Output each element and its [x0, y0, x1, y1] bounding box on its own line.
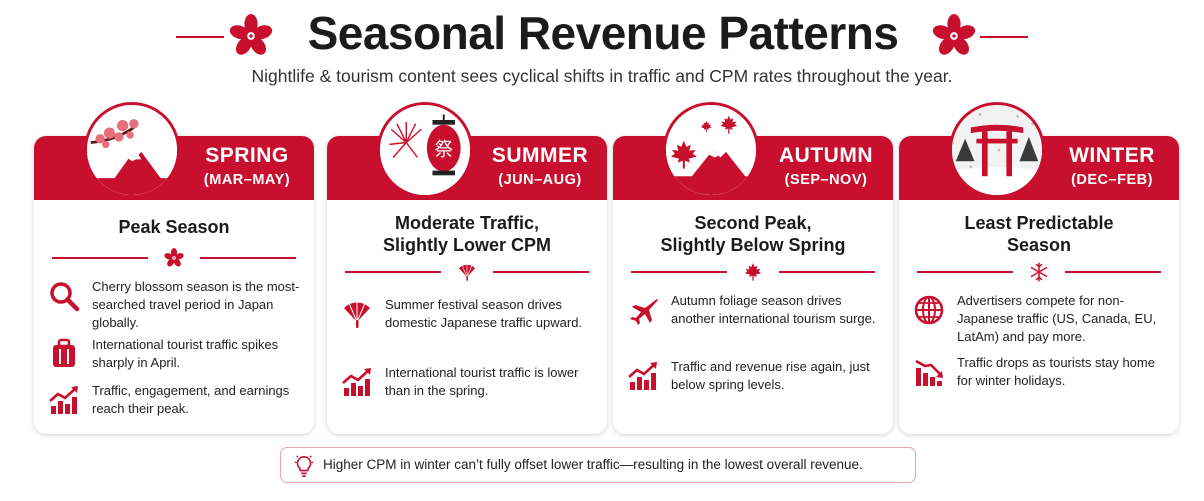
torii-snow-icon [949, 102, 1045, 198]
page-title: Seasonal Revenue Patterns [307, 7, 899, 59]
chart-up-icon [627, 360, 659, 392]
header: Seasonal Revenue Patterns [0, 0, 1204, 62]
chart-up-icon [341, 366, 373, 398]
season-name: SPRING [205, 144, 289, 167]
season-card-autumn: AUTUMN (SEP–NOV) Second Peak, Slightly B… [613, 102, 893, 434]
season-banner: SUMMER (JUN–AUG) [327, 136, 607, 200]
heading-divider [631, 262, 875, 282]
suitcase-icon [48, 338, 80, 370]
season-heading: Peak Season [118, 217, 230, 237]
snowflake-icon [1027, 262, 1051, 282]
season-months: (DEC–FEB) [1071, 172, 1153, 188]
season-name: SUMMER [491, 144, 589, 167]
fan-icon [341, 298, 373, 330]
cherry-blossom-mountain-icon [84, 102, 180, 198]
season-heading: Least Predictable Season [964, 213, 1114, 255]
page-subtitle: Nightlife & tourism content sees cyclica… [251, 66, 953, 86]
season-heading: Second Peak, Slightly Below Spring [660, 213, 846, 255]
badge-glyph: 祭 [434, 139, 453, 161]
footer-tip: Higher CPM in winter can’t fully offset … [280, 447, 916, 483]
heading-divider [52, 248, 296, 268]
chart-down-icon [913, 356, 945, 388]
title-rule-right [980, 36, 1028, 38]
sakura-icon [162, 248, 186, 268]
season-card-winter: WINTER (DEC–FEB) Least Predictable Seaso… [899, 102, 1179, 434]
season-name: AUTUMN [779, 144, 873, 167]
season-heading: Moderate Traffic, Slightly Lower CPM [382, 213, 551, 255]
title-rule-left [176, 36, 224, 38]
maple-mountain-icon [663, 102, 759, 198]
heading-divider [917, 262, 1161, 282]
chart-up-icon [48, 384, 80, 416]
fan-icon [455, 262, 479, 282]
season-months: (JUN–AUG) [498, 172, 582, 188]
tip-text: Higher CPM in winter can’t fully offset … [323, 457, 863, 472]
season-card-summer: SUMMER (JUN–AUG) 祭 Moderate Traffic, Sli… [327, 102, 607, 434]
season-card-spring: SPRING (MAR–MAY) Peak Season Cherry blos… [34, 102, 314, 434]
season-name: WINTER [1069, 144, 1155, 167]
sakura-icon [932, 14, 976, 58]
heading-divider [345, 262, 589, 282]
search-icon [48, 280, 80, 312]
lightbulb-icon [293, 454, 315, 478]
fireworks-lantern-icon: 祭 [377, 102, 473, 198]
maple-leaf-icon [741, 262, 765, 282]
season-months: (MAR–MAY) [203, 172, 291, 188]
airplane-icon [627, 294, 659, 326]
sakura-icon [229, 14, 273, 58]
season-months: (SEP–NOV) [784, 172, 868, 188]
globe-icon [913, 294, 945, 326]
